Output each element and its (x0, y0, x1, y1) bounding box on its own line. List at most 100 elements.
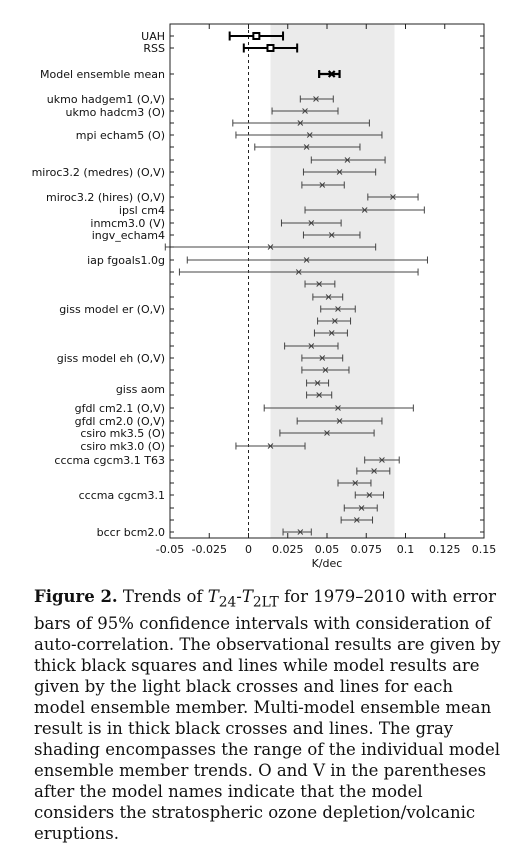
member-errorbar-marker (379, 457, 385, 463)
member-errorbar-marker (319, 182, 326, 188)
y-category-label: miroc3.2 (medres) (O,V) (32, 166, 165, 179)
member-errorbar (271, 107, 339, 115)
observation-errorbar-marker (252, 32, 261, 40)
member-errorbar-marker (353, 517, 360, 523)
y-category-label: giss model er (O,V) (59, 303, 165, 316)
member-errorbar (279, 429, 375, 437)
caption-label: Figure 2. (34, 587, 118, 606)
x-tick-label: 0.025 (272, 543, 304, 556)
member-errorbar (164, 243, 377, 251)
member-errorbar (235, 131, 383, 139)
member-errorbar-marker (344, 157, 351, 163)
member-errorbar (280, 219, 342, 227)
caption-t2lt-sub: 2LT (252, 594, 279, 611)
member-errorbar (343, 504, 378, 512)
member-errorbar (296, 417, 383, 425)
member-errorbar (301, 366, 350, 374)
member-errorbar-marker (303, 144, 310, 150)
y-category-label: ukmo hadcm3 (O) (66, 106, 165, 119)
x-tick-label: 0.15 (472, 543, 497, 556)
caption-t2lt: T (241, 587, 253, 606)
x-tick-label: 0.05 (315, 543, 340, 556)
member-errorbar (302, 168, 377, 176)
member-errorbar-marker (313, 96, 319, 102)
member-errorbar-marker (295, 269, 302, 275)
member-errorbar-marker (302, 108, 308, 114)
member-errorbar-marker (319, 355, 326, 361)
member-errorbar-marker (331, 318, 338, 324)
member-errorbar-marker (328, 330, 335, 336)
member-errorbar (232, 119, 370, 127)
y-category-label: ipsl cm4 (119, 204, 165, 217)
y-category-label: ukmo hadgem1 (O,V) (47, 93, 165, 106)
member-errorbar (320, 305, 356, 313)
member-errorbar (306, 379, 330, 387)
observation-errorbar (228, 31, 285, 41)
member-errorbar (312, 293, 344, 301)
member-errorbar (317, 317, 352, 325)
member-errorbar-marker (306, 132, 313, 138)
member-errorbar-marker (308, 220, 315, 226)
member-errorbar (284, 342, 339, 350)
y-category-label: cccma cgcm3.1 (79, 489, 165, 502)
member-errorbar (263, 404, 414, 412)
member-errorbar (186, 256, 428, 264)
y-category-label: mpi echam5 (O) (76, 129, 165, 142)
y-category-label: iap fgoals1.0g (87, 254, 165, 267)
ensemble-mean-errorbar-marker (327, 70, 336, 78)
caption-dash: - (236, 587, 242, 606)
member-errorbar-marker (352, 480, 359, 486)
member-errorbar (301, 354, 344, 362)
y-category-label: RSS (143, 42, 165, 55)
y-category-label: miroc3.2 (hires) (O,V) (46, 191, 165, 204)
member-errorbar (313, 329, 348, 337)
member-errorbar (299, 95, 334, 103)
member-errorbar (337, 479, 372, 487)
observation-errorbar (242, 43, 299, 53)
x-axis-label: K/dec (312, 557, 343, 570)
member-errorbar-marker (267, 244, 274, 250)
member-errorbar-marker (303, 257, 310, 263)
member-errorbar-marker (308, 343, 315, 349)
member-errorbar (254, 143, 361, 151)
member-errorbar-marker (336, 418, 343, 424)
member-errorbar (304, 206, 425, 214)
member-errorbar-marker (336, 169, 343, 175)
y-category-label: UAH (141, 30, 165, 43)
member-errorbar (354, 491, 385, 499)
member-errorbar (340, 516, 374, 524)
trend-errorbar-chart: -0.05 -0.025 0 0.025 0.05 0.075 0.1 0.125 0.15 K/… (32, 23, 497, 570)
caption-pre: Trends of (117, 587, 208, 606)
y-category-label: gfdl cm2.1 (O,V) (75, 402, 165, 415)
y-category-label: giss aom (116, 383, 165, 396)
member-errorbar (304, 280, 336, 288)
member-errorbar-marker (322, 367, 329, 373)
x-tick-label: 0.125 (429, 543, 461, 556)
member-errorbar (302, 231, 361, 239)
y-category-label: gfdl cm2.0 (O,V) (75, 415, 165, 428)
y-category-label: cccma cgcm3.1 T63 (54, 454, 165, 467)
figure-caption: Figure 2. Trends of T24-T2LT for 1979–20… (34, 586, 504, 844)
member-errorbar-marker (361, 207, 368, 213)
member-errorbar (310, 156, 386, 164)
member-errorbar-marker (366, 492, 373, 498)
x-tick-label: 0.075 (351, 543, 383, 556)
y-category-label: ingv_echam4 (92, 229, 165, 242)
member-errorbar (356, 467, 391, 475)
y-category-label: csiro mk3.5 (O) (80, 427, 165, 440)
member-errorbar (178, 268, 419, 276)
member-errorbar-marker (297, 529, 304, 535)
observation-errorbar-marker (266, 44, 275, 52)
y-category-label: giss model eh (O,V) (57, 352, 165, 365)
ensemble-mean-errorbar (318, 70, 341, 78)
caption-t24: T (207, 587, 219, 606)
member-errorbar-marker (316, 392, 323, 398)
member-errorbar (282, 528, 312, 536)
member-errorbar (306, 391, 333, 399)
caption-t24-sub: 24 (218, 594, 237, 611)
member-errorbar-marker (324, 430, 330, 436)
member-errorbar-marker (328, 232, 335, 238)
member-errorbar-marker (297, 120, 304, 126)
x-tick-label: 0.1 (397, 543, 415, 556)
member-errorbar (367, 193, 419, 201)
